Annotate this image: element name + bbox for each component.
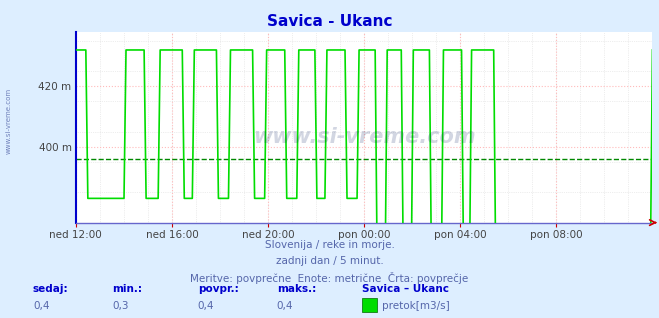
Text: 0,4: 0,4 xyxy=(198,301,214,311)
Text: povpr.:: povpr.: xyxy=(198,284,239,294)
Text: 0,4: 0,4 xyxy=(33,301,49,311)
Text: Savica – Ukanc: Savica – Ukanc xyxy=(362,284,449,294)
Text: www.si-vreme.com: www.si-vreme.com xyxy=(5,88,11,154)
Text: 0,4: 0,4 xyxy=(277,301,293,311)
Text: www.si-vreme.com: www.si-vreme.com xyxy=(253,127,475,147)
Text: Meritve: povprečne  Enote: metrične  Črta: povprečje: Meritve: povprečne Enote: metrične Črta:… xyxy=(190,272,469,284)
Text: sedaj:: sedaj: xyxy=(33,284,69,294)
Text: 0,3: 0,3 xyxy=(112,301,129,311)
Text: maks.:: maks.: xyxy=(277,284,316,294)
Text: Savica - Ukanc: Savica - Ukanc xyxy=(267,14,392,29)
Text: min.:: min.: xyxy=(112,284,142,294)
Text: Slovenija / reke in morje.: Slovenija / reke in morje. xyxy=(264,240,395,250)
Text: pretok[m3/s]: pretok[m3/s] xyxy=(382,301,450,311)
Text: zadnji dan / 5 minut.: zadnji dan / 5 minut. xyxy=(275,256,384,266)
